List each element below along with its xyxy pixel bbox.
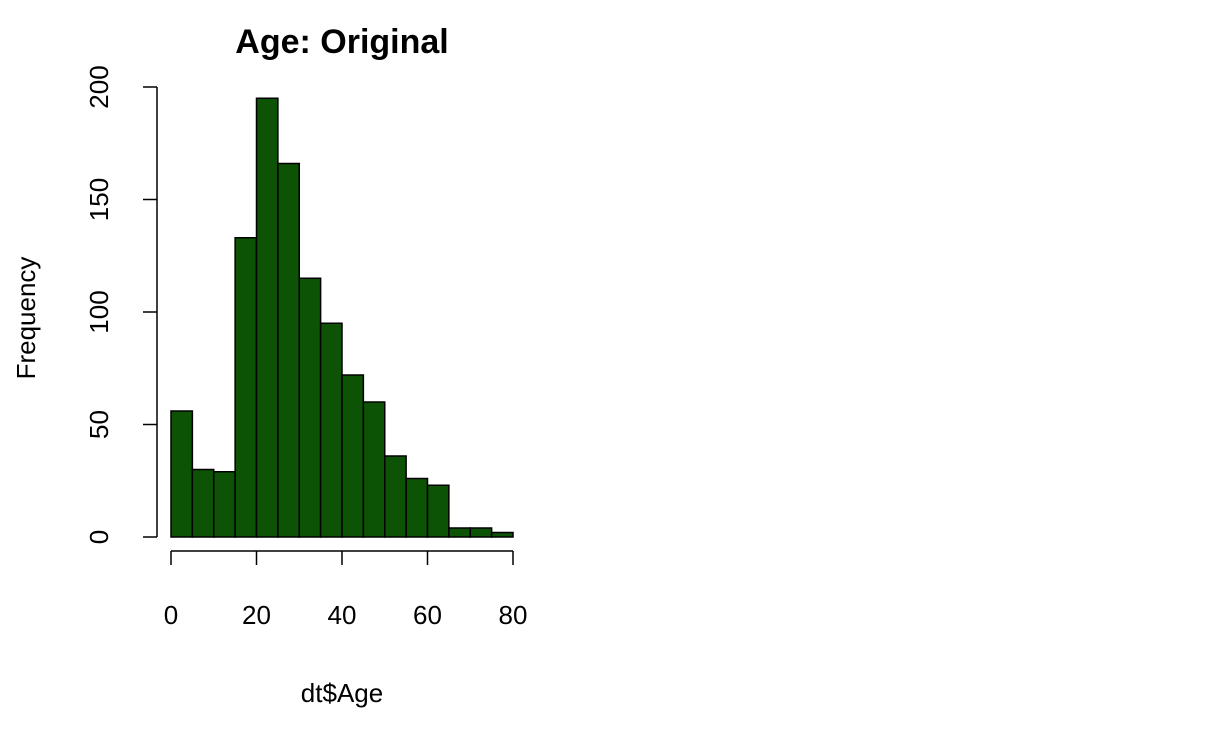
histogram-bar: [319, 322, 343, 538]
histogram-bar: [426, 484, 450, 538]
histogram-bar: [298, 277, 322, 538]
histogram-bar: [277, 162, 300, 538]
bars-group: [170, 97, 514, 538]
histogram-bar: [490, 531, 514, 538]
histogram-bar: [469, 527, 493, 538]
x-tick-label: 20: [242, 600, 271, 630]
histogram-bar: [255, 97, 279, 538]
histogram-bar: [362, 401, 386, 538]
x-axis-title: dt$Age: [301, 678, 383, 708]
histogram-bar: [170, 410, 194, 538]
histogram-bar: [234, 237, 258, 538]
histogram-bar: [191, 468, 215, 538]
x-tick-label: 60: [413, 600, 442, 630]
histogram-bar: [341, 374, 365, 538]
y-axis: 0 50 100 150 200: [84, 65, 158, 544]
y-axis-title: Frequency: [11, 257, 41, 380]
x-tick-label: 0: [164, 600, 178, 630]
y-tick-label: 0: [84, 530, 114, 544]
y-tick-label: 100: [84, 290, 114, 333]
y-tick-label: 150: [84, 178, 114, 221]
histogram-bar: [448, 527, 471, 538]
y-tick-label: 200: [84, 65, 114, 108]
histogram-bar: [213, 471, 236, 538]
x-tick-label: 40: [328, 600, 357, 630]
chart-title: Age: Original: [235, 23, 448, 61]
histogram-bar: [384, 455, 407, 538]
y-tick-label: 50: [84, 410, 114, 439]
x-tick-label: 80: [499, 600, 528, 630]
histogram-bar: [405, 477, 429, 538]
x-axis: 0 20 40 60 80: [164, 550, 528, 630]
